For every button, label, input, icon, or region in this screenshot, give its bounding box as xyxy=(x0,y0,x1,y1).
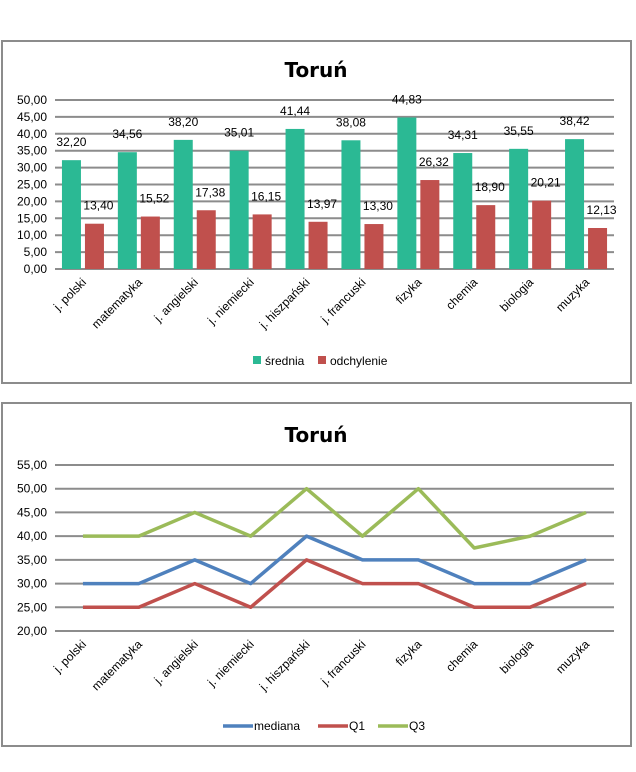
y-tick-label: 20,00 xyxy=(17,624,47,638)
x-category-label: j. francuski xyxy=(317,637,368,688)
data-label: 15,52 xyxy=(139,192,169,206)
data-label: 41,44 xyxy=(280,104,310,118)
bar-odchylenie xyxy=(588,228,608,269)
data-label: 13,97 xyxy=(307,197,337,211)
x-category-label: j. francuski xyxy=(317,275,368,326)
data-label: 17,38 xyxy=(195,185,225,199)
x-category-label: j. hiszpański xyxy=(256,637,313,694)
data-label: 18,90 xyxy=(475,180,505,194)
x-category-label: fizyka xyxy=(393,275,425,307)
x-category-label: muzyka xyxy=(553,637,592,676)
bar-odchylenie xyxy=(308,221,328,269)
x-category-label: matematyka xyxy=(89,275,145,331)
x-category-label: fizyka xyxy=(393,637,425,669)
bar-chart-torun: Toruń 0,00 5,00 10,00 15,00 20,00 25,00 30,00 3… xyxy=(1,40,632,384)
x-category-label: j. niemiecki xyxy=(204,275,257,328)
y-tick-label: 30,00 xyxy=(17,577,47,591)
bar-srednia xyxy=(565,139,585,269)
y-tick-label: 10,00 xyxy=(17,228,47,242)
series-line-q3 xyxy=(82,486,587,550)
legend-swatch xyxy=(318,356,326,364)
data-label: 34,56 xyxy=(112,127,142,141)
x-category-label: biologia xyxy=(497,637,536,676)
x-category-label: j. niemiecki xyxy=(204,637,257,690)
bar-odchylenie xyxy=(140,216,160,269)
bar-srednia xyxy=(397,117,417,269)
data-label: 26,32 xyxy=(419,155,449,169)
bar-srednia xyxy=(117,152,137,269)
data-label: 34,31 xyxy=(448,128,478,142)
data-label: 12,13 xyxy=(587,203,617,217)
bar-odchylenie xyxy=(196,210,216,269)
legend-label: mediana xyxy=(254,719,300,733)
bar-srednia xyxy=(173,139,193,269)
y-tick-label: 40,00 xyxy=(17,529,47,543)
bar-odchylenie xyxy=(252,214,272,269)
bar-chart-svg: Toruń 0,00 5,00 10,00 15,00 20,00 25,00 30,00 3… xyxy=(17,58,617,368)
series-line-mediana xyxy=(82,534,587,586)
y-tick-label: 5,00 xyxy=(24,245,48,259)
y-tick-label: 25,00 xyxy=(17,178,47,192)
data-label: 20,21 xyxy=(531,176,561,190)
data-label: 44,83 xyxy=(392,92,422,106)
bar-odchylenie xyxy=(420,180,440,269)
chart-title: Toruń xyxy=(284,423,347,447)
x-category-label: matematyka xyxy=(89,637,145,693)
bar-srednia xyxy=(341,140,361,269)
chart-title: Toruń xyxy=(284,58,347,82)
bar-odchylenie xyxy=(476,205,496,269)
bar-odchylenie xyxy=(532,200,552,269)
y-tick-label: 50,00 xyxy=(17,482,47,496)
x-category-label: j. angielski xyxy=(151,275,201,325)
x-category-label: muzyka xyxy=(553,275,592,314)
bar-srednia xyxy=(453,153,473,269)
legend-label: Q3 xyxy=(409,719,425,733)
line-chart-torun: Toruń 20,00 25,00 30,00 35,00 40,00 45,00 50,0… xyxy=(1,402,632,747)
data-label: 38,20 xyxy=(168,115,198,129)
data-label: 13,30 xyxy=(363,199,393,213)
x-category-label: j. hiszpański xyxy=(256,275,313,332)
series-line-q1 xyxy=(82,558,587,610)
y-tick-label: 55,00 xyxy=(17,458,47,472)
data-label: 38,42 xyxy=(560,114,590,128)
y-tick-label: 0,00 xyxy=(24,262,48,276)
bar-srednia xyxy=(229,150,249,269)
data-label: 35,55 xyxy=(504,124,534,138)
y-tick-label: 45,00 xyxy=(17,110,47,124)
bar-odchylenie xyxy=(84,223,104,269)
x-category-label: j. angielski xyxy=(151,637,201,687)
data-label: 16,15 xyxy=(251,189,281,203)
y-tick-label: 15,00 xyxy=(17,211,47,225)
y-tick-label: 30,00 xyxy=(17,161,47,175)
legend-label: Q1 xyxy=(349,719,365,733)
x-category-label: chemia xyxy=(443,637,480,674)
y-tick-label: 50,00 xyxy=(17,93,47,107)
y-tick-label: 35,00 xyxy=(17,553,47,567)
y-tick-label: 45,00 xyxy=(17,505,47,519)
data-label: 35,01 xyxy=(224,126,254,140)
x-category-label: j. polski xyxy=(50,275,89,314)
bar-srednia xyxy=(61,160,81,269)
bar-srednia xyxy=(509,148,529,269)
legend-swatch xyxy=(253,356,261,364)
x-category-label: chemia xyxy=(443,275,480,312)
y-tick-label: 40,00 xyxy=(17,127,47,141)
data-label: 38,08 xyxy=(336,115,366,129)
y-tick-label: 35,00 xyxy=(17,144,47,158)
bar-odchylenie xyxy=(364,224,384,269)
line-chart-svg: Toruń 20,00 25,00 30,00 35,00 40,00 45,00 50,0… xyxy=(17,423,614,733)
y-tick-label: 20,00 xyxy=(17,194,47,208)
bar-srednia xyxy=(285,128,305,269)
x-category-label: j. polski xyxy=(50,637,89,676)
x-category-label: biologia xyxy=(497,275,536,314)
y-tick-label: 25,00 xyxy=(17,600,47,614)
legend-label: średnia xyxy=(265,354,305,368)
data-label: 32,20 xyxy=(56,135,86,149)
legend-label: odchylenie xyxy=(330,354,388,368)
data-label: 13,40 xyxy=(83,199,113,213)
